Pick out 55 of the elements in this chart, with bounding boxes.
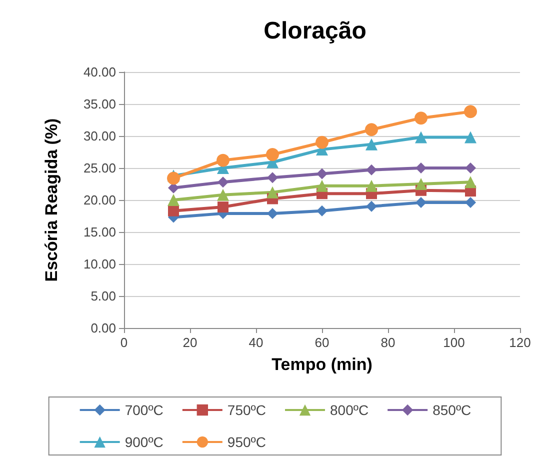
legend-label: 700ºC <box>124 402 164 418</box>
point <box>465 197 476 208</box>
legend-label: 800ºC <box>330 402 369 418</box>
point <box>267 172 278 184</box>
point <box>316 136 328 149</box>
y-axis-title: Escória Reagida (%) <box>42 118 61 282</box>
point <box>464 176 476 188</box>
x-tick-label: 20 <box>182 335 198 350</box>
point <box>366 200 377 212</box>
y-tick-label: 40.00 <box>83 64 116 80</box>
legend-label: 850ºC <box>432 402 472 418</box>
point <box>465 162 476 174</box>
y-tick-label: 25.00 <box>83 160 116 176</box>
point <box>217 188 229 201</box>
x-tick-label: 100 <box>443 335 465 350</box>
x-tick-label: 120 <box>509 335 531 350</box>
point <box>316 205 328 216</box>
x-axis-title: Tempo (min) <box>272 355 372 374</box>
y-tick-label: 20.00 <box>83 192 116 208</box>
point <box>416 162 426 174</box>
x-tick-label: 80 <box>380 335 396 350</box>
x-tick-label: 40 <box>248 335 264 350</box>
point <box>267 208 278 219</box>
legend-label: 950ºC <box>227 434 266 450</box>
point <box>167 172 180 185</box>
y-tick-label: 35.00 <box>83 96 116 112</box>
point <box>416 197 426 208</box>
x-tick-label: 60 <box>314 335 330 350</box>
y-tick-label: 30.00 <box>83 128 116 144</box>
y-tick-label: 0.00 <box>90 320 116 336</box>
point <box>415 178 427 190</box>
y-tick-label: 15.00 <box>83 224 116 240</box>
point <box>266 148 279 162</box>
point <box>218 176 228 188</box>
point <box>366 164 377 176</box>
point <box>464 131 476 144</box>
legend-label: 750ºC <box>227 402 266 418</box>
point <box>216 154 230 167</box>
point <box>316 168 328 180</box>
y-tick-label: 5.00 <box>90 288 116 304</box>
point <box>365 123 378 136</box>
point <box>168 205 179 216</box>
point <box>218 202 228 213</box>
legend-label: 900ºC <box>124 434 164 450</box>
point <box>168 194 180 206</box>
point <box>415 131 427 144</box>
point <box>366 138 378 150</box>
point <box>464 105 477 118</box>
y-tick-label: 10.00 <box>83 256 116 272</box>
point <box>316 180 328 192</box>
x-tick-label: 0 <box>120 335 128 350</box>
point <box>266 186 278 198</box>
chart-title: Cloração <box>264 18 366 44</box>
point <box>414 112 428 125</box>
point <box>366 180 378 192</box>
